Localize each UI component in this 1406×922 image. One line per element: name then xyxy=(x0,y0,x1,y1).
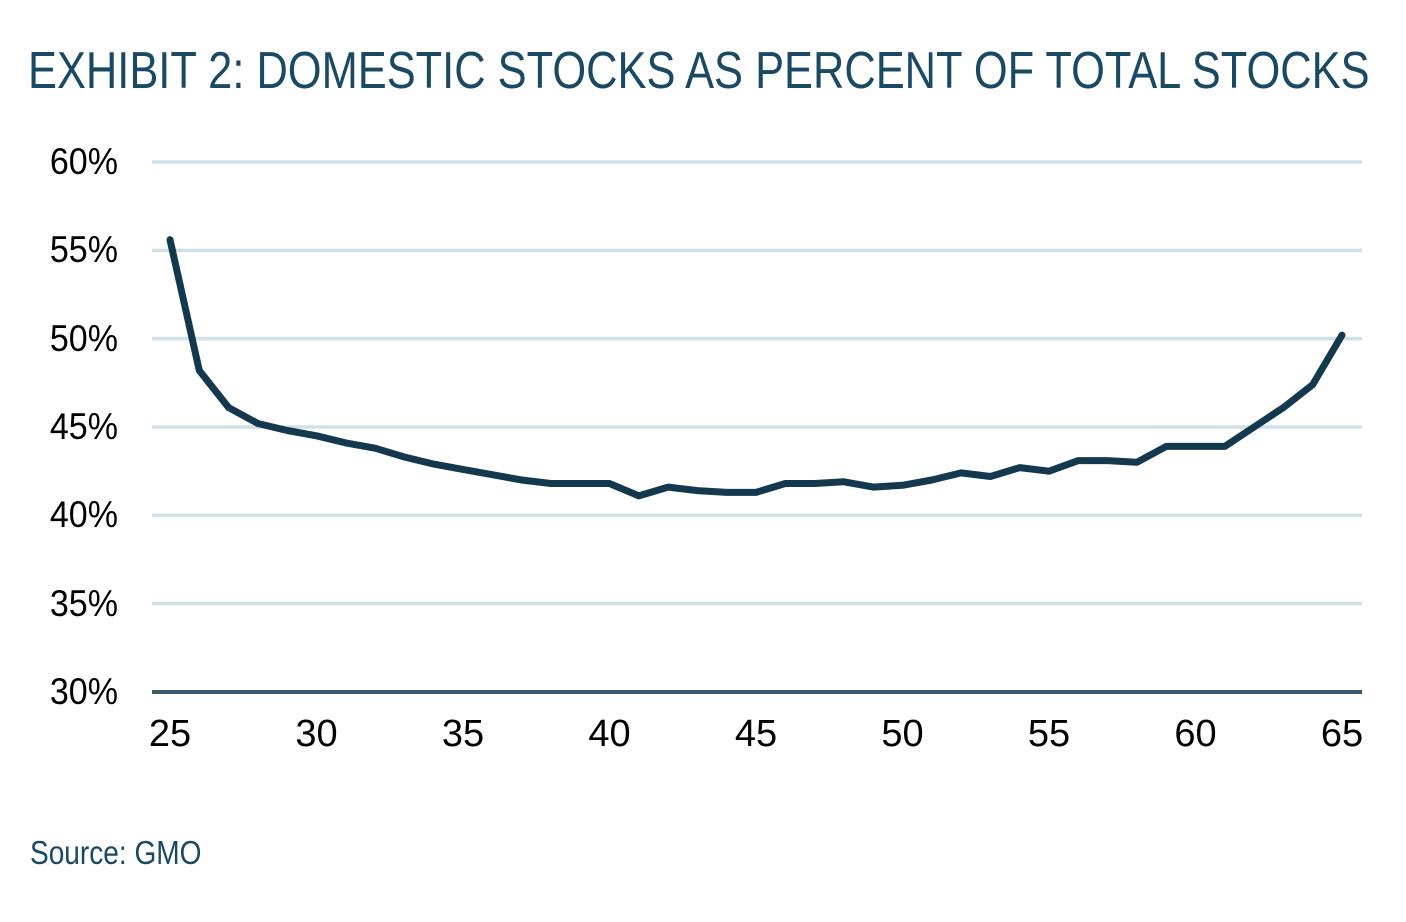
data-line-series xyxy=(166,236,1346,500)
x-tick-label: 35 xyxy=(441,713,485,755)
y-tick-label: 45% xyxy=(49,406,118,447)
x-tick-label: 65 xyxy=(1320,713,1364,755)
y-tick-label: 60% xyxy=(49,141,118,182)
y-tick-label: 40% xyxy=(49,494,118,536)
x-tick-label: 30 xyxy=(295,713,338,755)
y-tick-label: 30% xyxy=(49,671,118,712)
y-tick-label: 50% xyxy=(49,317,118,359)
source-note: Source: GMO xyxy=(30,834,202,871)
x-tick-label: 60 xyxy=(1174,713,1217,755)
x-tick-label: 55 xyxy=(1027,713,1071,755)
y-tick-label: 55% xyxy=(49,229,118,271)
page-title: EXHIBIT 2: DOMESTIC STOCKS AS PERCENT OF… xyxy=(28,42,1370,100)
x-tick-label: 45 xyxy=(734,713,778,755)
line-chart: 60% 55% 50% 45% 40% 35% 30% 25 30 35 40 45 50 55 60 65 xyxy=(49,141,1364,755)
chart-canvas xyxy=(152,160,1362,694)
x-tick-label: 50 xyxy=(881,713,924,755)
x-tick-label: 25 xyxy=(148,713,192,755)
x-tick-label: 40 xyxy=(588,713,631,755)
y-tick-label: 35% xyxy=(49,582,118,624)
